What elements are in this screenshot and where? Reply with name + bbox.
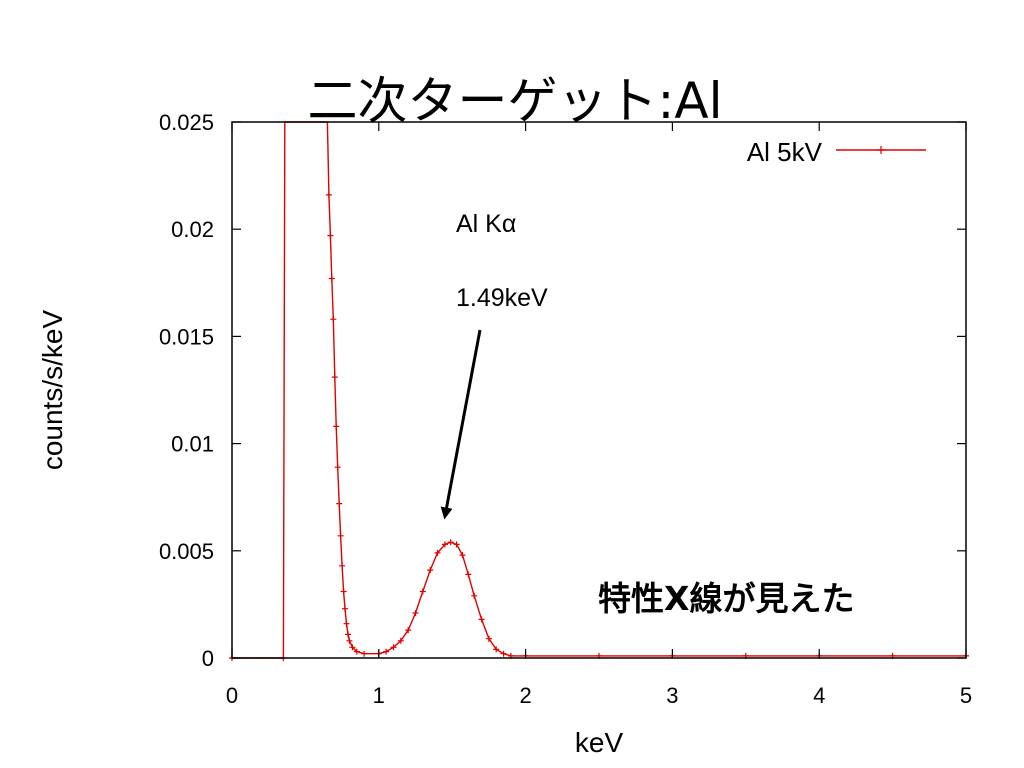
x-tick-label: 1 [373,683,385,708]
data-point [345,631,351,638]
data-point [334,464,341,471]
data-point [328,275,335,282]
data-point [349,644,356,651]
data-point [453,541,460,548]
x-tick-label: 5 [960,683,972,708]
data-point [383,648,390,655]
y-axis-label: counts/s/keV [37,310,68,471]
plot-area [229,121,969,661]
data-point [485,635,492,642]
peak-name-label: Al Kα [456,210,516,238]
data-point [339,562,346,569]
data-point [325,191,332,198]
x-tick-label: 2 [519,683,531,708]
data-point [441,541,448,548]
data-point [397,637,404,644]
y-tick-label: 0 [202,646,214,671]
data-point [434,549,441,556]
slide-title: 二次ターゲット:Al [308,72,723,130]
data-point [333,423,340,430]
legend: Al 5kV [747,137,926,167]
data-point [427,567,434,574]
y-tick-label: 0.02 [171,217,214,242]
data-point [405,627,412,634]
x-tick-label: 0 [226,683,238,708]
peak-energy-label: 1.49keV [456,284,548,312]
y-tick-label: 0.005 [159,539,214,564]
x-axis-label: keV [575,727,624,758]
data-point [419,588,426,595]
data-point [390,644,397,651]
data-point [493,646,500,653]
data-point [346,637,353,644]
x-tick-label: 3 [666,683,678,708]
data-point [459,552,466,559]
data-point [361,650,368,657]
data-point [447,539,454,546]
data-point [336,500,343,507]
data-point [343,620,350,627]
y-tick-label: 0.01 [171,432,214,457]
data-point [340,588,347,595]
data-point [471,592,478,599]
callout-text: 特性X線が見えた [598,579,854,618]
data-point [342,605,348,612]
data-point [478,616,485,623]
x-tick-label: 4 [813,683,825,708]
data-point [500,650,507,657]
data-point [412,610,419,616]
legend-marker [877,146,885,154]
series-line [232,121,966,659]
plot-frame [231,121,967,659]
data-point [327,232,334,239]
axis-ticks: 0 1 2 3 4 5 0 0.005 0.01 0.015 0.02 0.025 [159,110,972,708]
peak-arrow [440,329,482,520]
data-point [465,571,472,578]
legend-label: Al 5kV [747,137,823,167]
data-point [337,532,344,539]
y-tick-label: 0.025 [159,110,214,135]
data-point [331,374,338,381]
data-point [330,316,337,323]
y-tick-label: 0.015 [159,324,214,349]
data-point [353,648,360,655]
